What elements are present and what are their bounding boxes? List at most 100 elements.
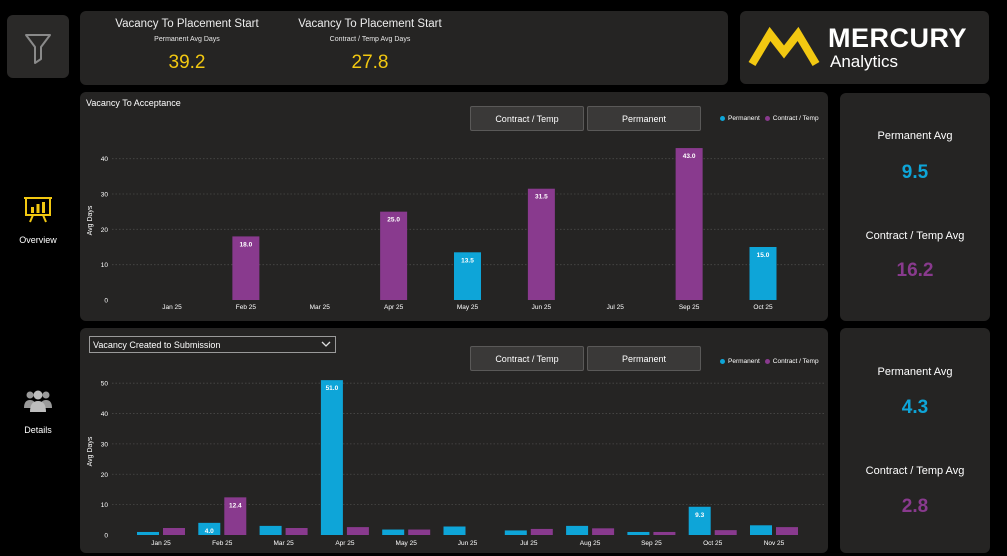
bar-contract — [714, 530, 737, 535]
x-tick-label: May 25 — [457, 304, 479, 311]
kpi-value-contract: 27.8 — [351, 52, 389, 73]
data-label: 15.0 — [757, 252, 770, 259]
filter-contract-temp-button-2[interactable]: Contract / Temp — [470, 346, 584, 371]
people-group-icon — [24, 390, 52, 412]
legend-contract-swatch — [764, 116, 770, 121]
bar-contract — [224, 497, 247, 535]
y-tick-label: 0 — [104, 533, 108, 540]
y-tick-label: 0 — [104, 298, 108, 305]
y-tick-label: 40 — [101, 156, 109, 163]
data-label: 43.0 — [683, 153, 696, 160]
legend-permanent-swatch — [720, 116, 725, 121]
bar-permanent — [198, 522, 221, 535]
kpi-subtitle-contract: Contract / Temp Avg Days — [329, 36, 411, 43]
nav-overview[interactable]: Overview — [10, 190, 66, 250]
chart-acceptance-title: Vacancy To Acceptance — [86, 98, 181, 108]
metric-dropdown-value: Vacancy Created to Submission — [93, 340, 221, 350]
filter-contract-temp-button[interactable]: Contract / Temp — [470, 106, 584, 131]
chart-submission-card: Vacancy Created to Submission Contract /… — [80, 328, 828, 553]
bar-permanent — [749, 247, 777, 300]
bar-contract — [527, 188, 555, 300]
side1-perm-label: Permanent Avg — [877, 130, 953, 142]
bar-contract — [592, 528, 615, 535]
bar-permanent — [137, 531, 159, 535]
data-label: 12.4 — [229, 502, 242, 509]
side2-contract-label: Contract / Temp Avg — [865, 465, 965, 477]
x-tick-label: Feb 25 — [236, 304, 257, 311]
x-tick-label: Oct 25 — [703, 540, 723, 547]
logo-sub: Analytics — [830, 52, 899, 71]
kpi-title-contract: Vacancy To Placement Start — [298, 18, 442, 30]
bar-permanent — [443, 526, 466, 535]
data-label: 31.5 — [535, 194, 548, 201]
chart-acceptance: 0 10 20 30 40 Avg Days Jan 25 Feb 25 18.0 Mar 25 A… — [87, 148, 825, 311]
bar-permanent — [320, 380, 343, 535]
x-tick-label: Jul 25 — [520, 540, 538, 547]
data-label: 4.0 — [205, 528, 214, 535]
y-tick-label: 40 — [101, 411, 109, 418]
y-tick-label: 10 — [101, 262, 109, 269]
data-label: 51.0 — [326, 385, 339, 392]
filter-icon — [25, 34, 51, 64]
x-tick-label: Sep 25 — [679, 304, 700, 311]
bar-contract — [285, 528, 308, 535]
kpi-card: Vacancy To Placement Start Permanent Avg… — [80, 11, 728, 85]
y-tick-label: 20 — [101, 472, 109, 479]
x-tick-label: Oct 25 — [753, 304, 773, 311]
bar-contract — [675, 148, 703, 300]
filter-permanent-button[interactable]: Permanent — [587, 106, 701, 131]
x-tick-label: Feb 25 — [212, 540, 233, 547]
data-label: 9.3 — [695, 512, 704, 519]
mercury-logo-icon — [748, 26, 820, 67]
x-tick-label: Jul 25 — [607, 304, 625, 311]
filter-button[interactable] — [7, 15, 69, 78]
x-tick-label: Mar 25 — [310, 304, 331, 311]
legend-permanent: Permanent — [728, 115, 760, 122]
chart-acceptance-card: Vacancy To Acceptance Contract / Temp Pe… — [80, 92, 828, 321]
y-axis-title: Avg Days — [87, 436, 94, 466]
bar-contract — [408, 529, 431, 535]
logo-card: MERCURY Analytics — [740, 11, 989, 84]
logo-brand: MERCURY — [828, 23, 968, 53]
bar-contract — [163, 528, 185, 535]
nav-details-label: Details — [24, 425, 52, 435]
legend-permanent-swatch-2 — [720, 359, 725, 364]
filter-permanent-button-2[interactable]: Permanent — [587, 346, 701, 371]
side1-contract-label: Contract / Temp Avg — [865, 230, 965, 242]
y-tick-label: 30 — [101, 192, 109, 199]
x-tick-label: May 25 — [396, 540, 418, 547]
bar-contract — [232, 236, 260, 300]
bar-permanent — [382, 529, 405, 535]
nav-details[interactable]: Details — [10, 384, 66, 440]
x-tick-label: Sep 25 — [641, 540, 662, 547]
bar-permanent — [566, 525, 589, 535]
x-tick-label: Apr 25 — [384, 304, 404, 311]
side1-contract-value: 16.2 — [896, 260, 934, 281]
chart-submission: 0 10 20 30 40 50 Avg Days Jan 25 Feb 25 4.0 12.4 Ma… — [87, 380, 825, 547]
legend-permanent-2: Permanent — [728, 358, 760, 365]
nav-overview-label: Overview — [19, 235, 57, 245]
y-tick-label: 10 — [101, 502, 109, 509]
x-tick-label: Apr 25 — [335, 540, 355, 547]
x-tick-label: Aug 25 — [580, 540, 601, 547]
y-tick-label: 20 — [101, 227, 109, 234]
x-tick-label: Jan 25 — [162, 304, 182, 311]
legend-contract-2: Contract / Temp — [772, 358, 819, 365]
bar-contract — [346, 527, 369, 535]
x-tick-label: Jan 25 — [151, 540, 171, 547]
y-axis-title: Avg Days — [87, 205, 94, 235]
bar-permanent — [504, 530, 527, 535]
bar-contract — [653, 531, 676, 535]
bar-permanent — [750, 525, 772, 535]
bar-contract — [380, 211, 408, 300]
y-tick-label: 50 — [101, 381, 109, 388]
side2-perm-label: Permanent Avg — [877, 366, 953, 378]
x-tick-label: Mar 25 — [273, 540, 294, 547]
bar-permanent — [688, 506, 711, 535]
bar-permanent — [627, 531, 650, 535]
data-label: 13.5 — [461, 257, 474, 264]
bar-contract — [776, 527, 798, 535]
bar-contract — [530, 528, 553, 535]
metric-dropdown[interactable]: Vacancy Created to Submission — [89, 336, 336, 353]
chevron-down-icon — [321, 341, 331, 347]
